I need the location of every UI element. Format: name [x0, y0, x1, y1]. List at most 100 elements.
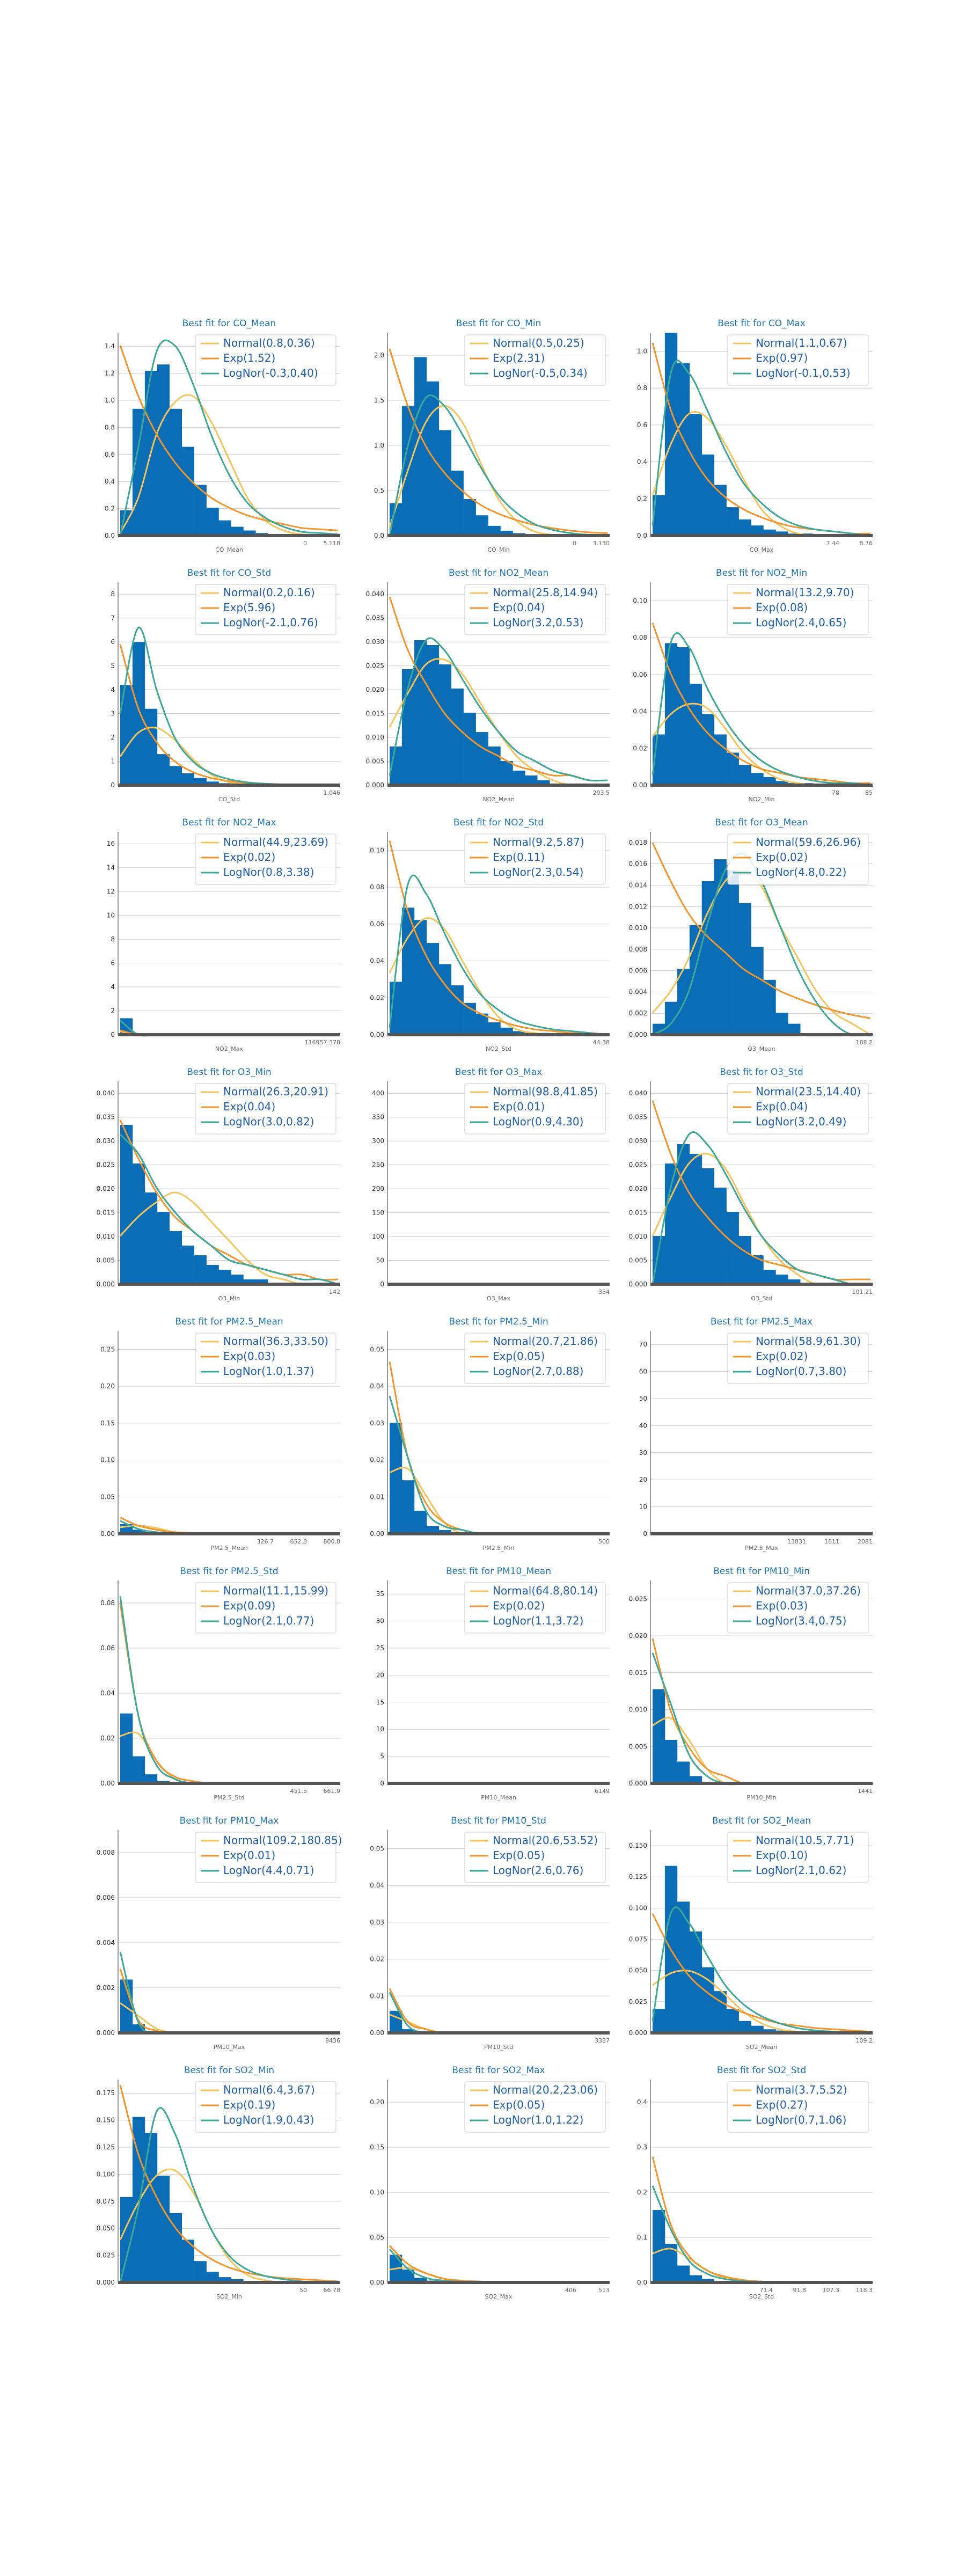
- subplot-9: Best fit for O3_Mean 0.000 0.002 0.004 0.006…: [629, 817, 873, 1052]
- histogram-bar: [677, 2265, 690, 2282]
- x-axis-label: PM2.5_Max: [745, 1545, 778, 1552]
- histogram-bar: [401, 2029, 415, 2033]
- y-tick-label: 0.04: [100, 1689, 115, 1697]
- histogram-bar: [218, 2277, 231, 2282]
- y-tick-label: 0.5: [374, 487, 384, 494]
- y-tick-label: 0.005: [366, 758, 384, 765]
- histogram-bar: [677, 1901, 690, 2033]
- histogram-bar: [738, 519, 751, 536]
- legend-entry: Exp(2.31): [493, 352, 545, 364]
- histogram-bar: [451, 689, 464, 785]
- legend-entry: Exp(0.05): [493, 2098, 545, 2111]
- y-tick-label: 20: [639, 1476, 647, 1483]
- y-tick-label: 0: [111, 781, 115, 789]
- y-tick-label: 0.02: [370, 1956, 384, 1963]
- legend-entry: Exp(5.96): [223, 601, 275, 614]
- lognormal-fit-line: [389, 637, 608, 782]
- y-tick-label: 5: [380, 1753, 384, 1760]
- y-tick-label: 150: [372, 1209, 384, 1217]
- x-axis-label: PM2.5_Min: [483, 1545, 515, 1552]
- subplot-14: Best fit for PM2.5_Min 0.00 0.01 0.02 0.03 0.…: [370, 1316, 610, 1552]
- legend-entry: Normal(20.2,23.06): [493, 2083, 598, 2096]
- legend: Normal(0.8,0.36) Exp(1.52) LogNor(-0.3,0.4…: [195, 334, 336, 386]
- legend-entry: Exp(0.01): [223, 1849, 275, 1862]
- y-tick-label: 20: [376, 1671, 384, 1679]
- y-tick-label: 0: [380, 1280, 384, 1288]
- legend-entry: LogNor(2.1,0.62): [756, 1864, 846, 1877]
- x-tick-label: 0: [573, 540, 576, 547]
- legend: Normal(58.9,61.30) Exp(0.02) LogNor(0.7,3.…: [727, 1333, 869, 1384]
- subplot-15: Best fit for PM2.5_Max 0 10 20 30 40 50 60 70 138…: [639, 1316, 873, 1552]
- subplot-title: Best fit for CO_Min: [456, 318, 541, 329]
- legend-entry: LogNor(0.8,3.38): [223, 866, 314, 879]
- y-tick-label: 0.08: [633, 634, 647, 641]
- y-tick-label: 0.035: [629, 1114, 647, 1121]
- legend-entry: Normal(0.8,0.36): [223, 336, 315, 349]
- legend-entry: Normal(9.2,5.87): [493, 836, 584, 848]
- legend: Normal(0.5,0.25) Exp(2.31) LogNor(-0.5,0.3…: [464, 334, 606, 386]
- subplot-13: Best fit for PM2.5_Mean 0.00 0.05 0.10 0.15 0…: [100, 1316, 340, 1552]
- y-tick-label: 0.02: [370, 994, 384, 1001]
- y-tick-label: 1.0: [374, 442, 384, 449]
- y-tick-label: 0.0: [637, 2279, 647, 2286]
- x-tick-label: 6149: [595, 1788, 610, 1795]
- x-tick-label: 800.8: [324, 1538, 341, 1545]
- y-tick-label: 0.035: [97, 1114, 115, 1121]
- histogram-bar: [689, 1776, 702, 1783]
- histogram-bar: [701, 2279, 714, 2282]
- histogram-bar: [463, 713, 476, 785]
- legend: Normal(25.8,14.94) Exp(0.04) LogNor(3.2,0.…: [464, 584, 606, 635]
- legend-entry: LogNor(3.2,0.53): [493, 616, 583, 629]
- subplot-title: Best fit for CO_Std: [187, 568, 272, 579]
- x-tick-label: 500: [598, 1538, 610, 1545]
- histogram-bar: [390, 503, 402, 536]
- y-tick-label: 0.000: [629, 1780, 647, 1787]
- y-tick-label: 1.4: [105, 342, 115, 350]
- subplot-7: Best fit for NO2_Max 0 2 4 6 8 10 12 14 16 116957.…: [107, 817, 340, 1052]
- y-tick-label: 0.08: [100, 1599, 115, 1607]
- y-tick-label: 0.020: [97, 1185, 115, 1192]
- histogram-bar: [206, 2272, 219, 2282]
- x-axis-label: NO2_Max: [215, 1045, 244, 1052]
- y-tick-label: 0.03: [370, 1919, 384, 1926]
- lognormal-fit-line: [389, 394, 608, 536]
- legend-entry: LogNor(-0.3,0.40): [223, 367, 318, 379]
- y-tick-label: 0.000: [97, 2279, 115, 2286]
- x-tick-label: 71.4: [760, 2287, 773, 2294]
- y-tick-label: 0.0: [637, 532, 647, 539]
- y-tick-label: 0.025: [366, 662, 384, 670]
- lognormal-fit-line: [652, 360, 871, 537]
- subplot-8: Best fit for NO2_Std 0.00 0.02 0.04 0.06 0.08…: [370, 817, 610, 1052]
- y-tick-label: 0.05: [370, 1345, 384, 1353]
- subplot-title: Best fit for PM10_Max: [180, 1816, 279, 1826]
- legend-entry: Exp(0.02): [493, 1599, 545, 1612]
- y-tick-label: 0.10: [633, 597, 647, 604]
- x-tick-label: 50: [299, 2287, 307, 2294]
- y-tick-label: 0.040: [366, 590, 384, 598]
- normal-fit-line: [652, 869, 871, 1036]
- histogram-bar: [426, 645, 440, 785]
- histogram-bar: [438, 664, 451, 785]
- subplot-title: Best fit for PM2.5_Mean: [175, 1316, 283, 1327]
- x-tick-label: 451.5: [290, 1788, 308, 1795]
- subplot-17: Best fit for PM10_Mean 0 5 10 15 20 25 30 35 6149…: [376, 1566, 610, 1801]
- y-tick-label: 0.018: [629, 839, 647, 846]
- histogram-bar: [206, 508, 219, 536]
- legend-entry: Normal(6.4,3.67): [223, 2083, 315, 2096]
- subplot-title: Best fit for O3_Mean: [715, 817, 808, 828]
- legend-entry: Normal(1.1,0.67): [756, 336, 847, 349]
- x-axis-label: PM2.5_Std: [214, 1794, 244, 1801]
- legend-entry: Normal(3.7,5.52): [756, 2083, 847, 2096]
- histogram-bar: [525, 775, 538, 785]
- x-tick-label: 203.5: [593, 789, 610, 796]
- exp-fit-line: [389, 1361, 608, 1535]
- y-tick-label: 350: [372, 1114, 384, 1121]
- x-tick-label: 7.44: [826, 540, 840, 547]
- subplot-19: Best fit for PM10_Max 0.000 0.002 0.004 0.00…: [97, 1816, 342, 2051]
- x-axis-label: NO2_Std: [486, 1045, 511, 1052]
- legend-entry: Exp(0.27): [756, 2098, 808, 2111]
- subplot-18: Best fit for PM10_Min 0.000 0.005 0.010 0.01…: [629, 1566, 873, 1801]
- x-tick-label: 1441: [858, 1788, 873, 1795]
- x-tick-label: 5.118: [324, 540, 341, 547]
- x-axis-label: PM2.5_Mean: [210, 1545, 247, 1552]
